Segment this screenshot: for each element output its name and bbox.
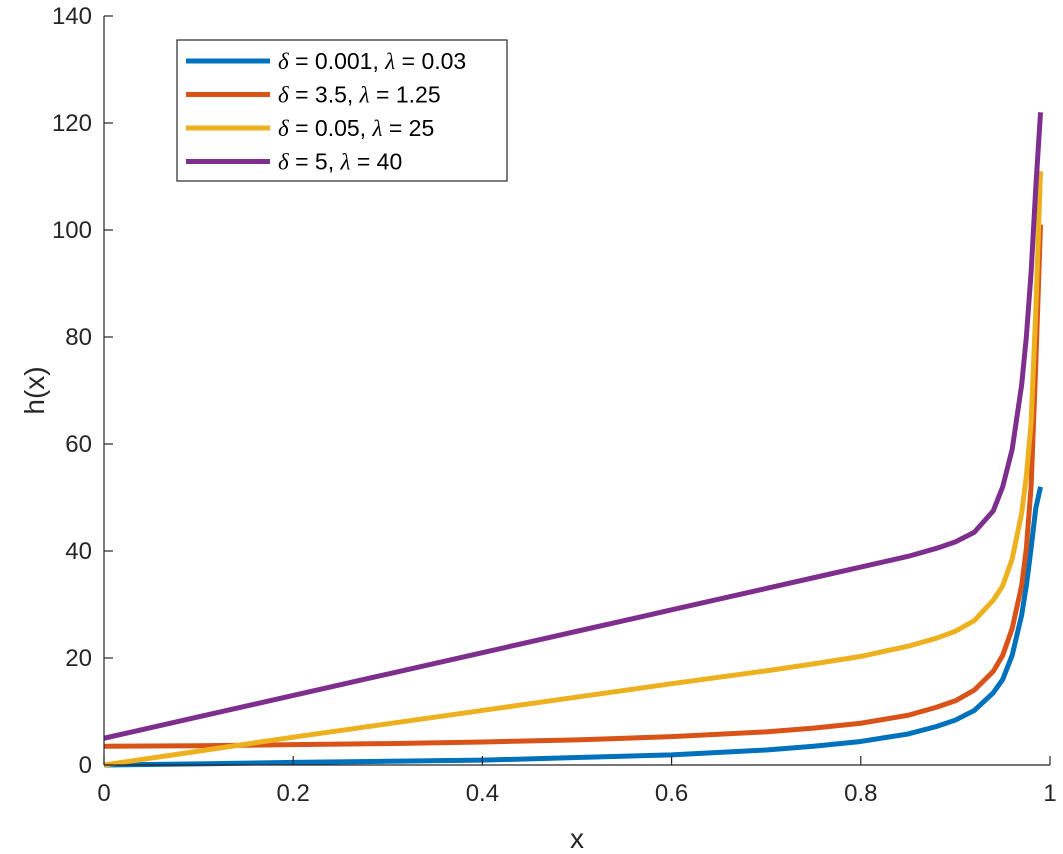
x-tick-label: 0.8	[844, 780, 877, 807]
x-tick-label: 0.4	[466, 780, 499, 807]
x-tick-label: 0.2	[277, 780, 310, 807]
y-tick-label: 80	[65, 324, 92, 351]
series-line-1	[103, 486, 1043, 768]
legend-entry-4: δ = 5, λ = 40	[278, 149, 402, 175]
y-tick-label: 100	[52, 217, 92, 244]
y-tick-label: 40	[65, 538, 92, 565]
y-axis-label: h(x)	[19, 366, 50, 414]
x-axis-label: x	[570, 823, 584, 854]
y-tick-label: 140	[52, 3, 92, 30]
axes	[103, 15, 1051, 766]
legend-entry-3: δ = 0.05, λ = 25	[278, 115, 434, 141]
y-tick-label: 120	[52, 110, 92, 137]
x-tick-label: 0	[97, 780, 110, 807]
y-tick-label: 20	[65, 645, 92, 672]
series-line-3	[103, 171, 1044, 768]
legend: δ = 0.001, λ = 0.03 δ = 3.5, λ = 1.25 δ = …	[176, 39, 508, 182]
tick-labels: 0 0.2 0.4 0.6 0.8 1 0 20 40 60 80 100 120 140	[52, 3, 1057, 807]
series-line-4	[103, 112, 1044, 741]
y-tick-label: 0	[79, 752, 92, 779]
series-layer	[103, 112, 1044, 768]
legend-entry-2: δ = 3.5, λ = 1.25	[278, 82, 441, 108]
y-tick-label: 60	[65, 431, 92, 458]
x-tick-label: 0.6	[655, 780, 688, 807]
series-line-2	[103, 224, 1044, 749]
legend-entry-1: δ = 0.001, λ = 0.03	[278, 48, 466, 74]
x-tick-label: 1	[1043, 780, 1056, 807]
